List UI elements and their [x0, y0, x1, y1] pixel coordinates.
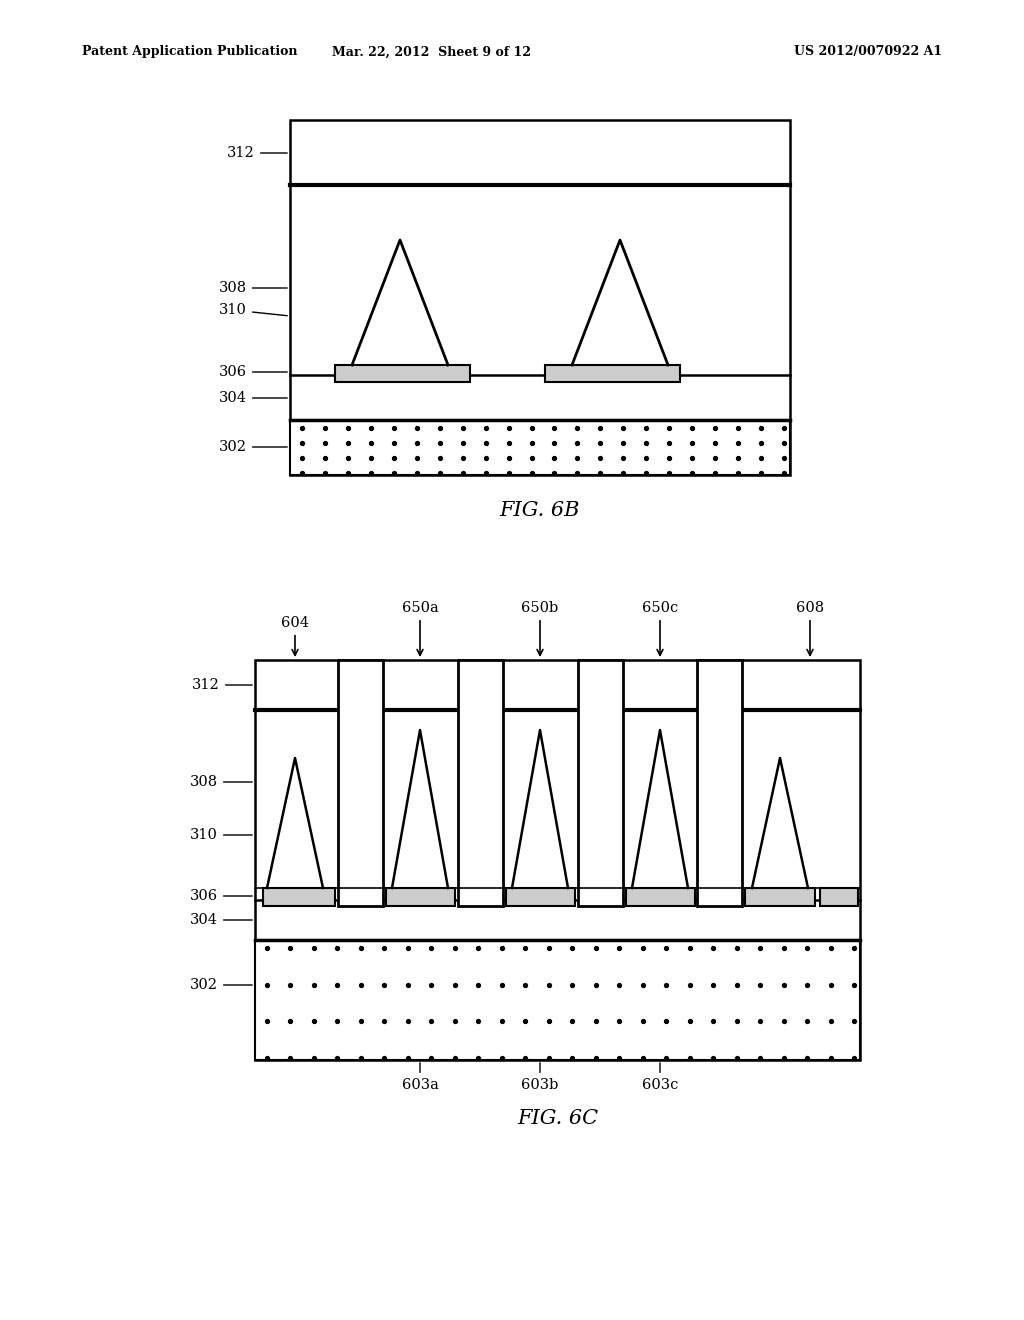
Text: 306: 306 [219, 366, 287, 379]
Text: US 2012/0070922 A1: US 2012/0070922 A1 [794, 45, 942, 58]
Bar [697, 660, 742, 906]
Bar [290, 120, 790, 475]
Text: 650c: 650c [642, 601, 678, 655]
Text: 650b: 650b [521, 601, 559, 655]
Bar [458, 660, 503, 906]
Bar [335, 366, 470, 381]
Text: 308: 308 [219, 281, 287, 294]
Bar [545, 366, 680, 381]
Bar [626, 888, 695, 906]
Bar [745, 888, 815, 906]
Bar [338, 660, 383, 906]
Bar [578, 660, 623, 906]
Text: FIG. 6C: FIG. 6C [517, 1109, 598, 1127]
Text: 302: 302 [219, 440, 287, 454]
Text: Mar. 22, 2012  Sheet 9 of 12: Mar. 22, 2012 Sheet 9 of 12 [333, 45, 531, 58]
Bar [386, 888, 455, 906]
Bar [290, 420, 790, 475]
Text: 603b: 603b [521, 1063, 559, 1092]
Text: 302: 302 [190, 978, 252, 993]
Text: FIG. 6B: FIG. 6B [500, 500, 581, 520]
Text: 310: 310 [219, 304, 288, 317]
Text: 603c: 603c [642, 1063, 678, 1092]
Bar [255, 940, 860, 1060]
Text: 312: 312 [193, 678, 252, 692]
Text: 306: 306 [189, 888, 252, 903]
Text: 608: 608 [796, 601, 824, 655]
Text: 312: 312 [227, 147, 287, 160]
Text: 304: 304 [219, 391, 287, 405]
Text: 604: 604 [281, 616, 309, 655]
Text: Patent Application Publication: Patent Application Publication [82, 45, 298, 58]
Bar [263, 888, 335, 906]
Text: 603a: 603a [401, 1063, 438, 1092]
Bar [820, 888, 858, 906]
Bar [506, 888, 575, 906]
Text: 650a: 650a [401, 601, 438, 655]
Bar [255, 660, 860, 1060]
Text: 304: 304 [190, 913, 252, 927]
Text: 308: 308 [189, 775, 252, 789]
Text: 310: 310 [190, 828, 252, 842]
